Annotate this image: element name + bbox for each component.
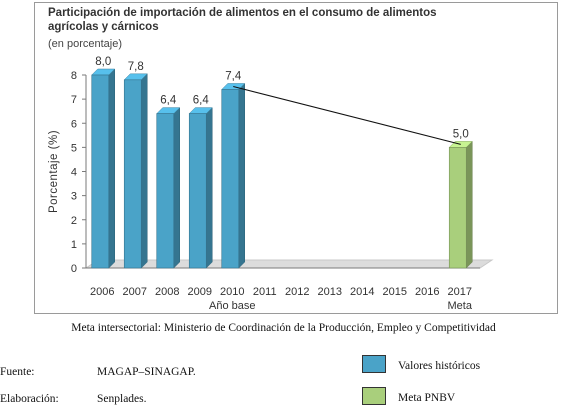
bar-side: [206, 106, 213, 269]
y-tick-label: 4: [71, 167, 77, 179]
bar: [221, 89, 240, 269]
x-tick-label: 2010: [220, 286, 244, 298]
intersectoral-note: Meta intersectorial: Ministerio de Coord…: [71, 322, 496, 334]
bar: [123, 79, 142, 269]
x-tick-label: 2009: [188, 286, 212, 298]
y-tick-label: 1: [71, 239, 77, 251]
x-tick-label: 2014: [350, 286, 374, 298]
x-tick-sublabel: Año base: [209, 300, 255, 312]
x-tick-sublabel: Meta: [448, 300, 473, 312]
y-tick-label: 2: [71, 215, 77, 227]
bar: [156, 113, 175, 269]
y-tick-label: 3: [71, 191, 77, 203]
legend-label-historic: Valores históricos: [398, 360, 481, 372]
chart-title: Participación de importación de alimento…: [48, 7, 437, 33]
trend-line: [233, 85, 461, 145]
elaboration-label: Elaboración:: [0, 393, 59, 405]
legend-swatch-meta: [362, 387, 386, 405]
y-tick-label: 7: [71, 94, 77, 106]
legend-label-meta: Meta PNBV: [398, 392, 456, 404]
x-tick-label: 2006: [90, 286, 114, 298]
y-tick-label: 5: [71, 142, 77, 154]
data-label: 5,0: [453, 128, 469, 140]
x-tick-label: 2008: [155, 286, 179, 298]
source-label: Fuente:: [0, 366, 35, 378]
bar-side: [173, 106, 180, 269]
x-tick-label: 2017: [448, 286, 472, 298]
elaboration-value: Senplades.: [97, 393, 147, 405]
data-label: 6,4: [193, 95, 210, 107]
data-label: 7,4: [225, 70, 242, 82]
x-tick-label: 2015: [383, 286, 407, 298]
bar-side: [108, 68, 115, 269]
y-tick-label: 8: [71, 70, 77, 82]
bar: [448, 147, 467, 269]
x-tick-label: 2016: [415, 286, 439, 298]
x-tick-label: 2013: [318, 286, 342, 298]
chart-subtitle: (en porcentaje): [48, 38, 122, 50]
y-axis-label: Porcentaje (%): [48, 130, 60, 213]
data-label: 8,0: [95, 56, 111, 68]
data-label: 7,8: [128, 61, 144, 73]
source-value: MAGAP–SINAGAP.: [97, 366, 196, 378]
bar-side: [466, 140, 473, 269]
bar: [91, 74, 110, 269]
chart: 0 1 2 3 4 5 6 7 8 Porcentaje (%) 2006 8,0 2007 7,8 200…: [48, 56, 494, 312]
data-label: 6,4: [160, 95, 177, 107]
bar-side: [238, 82, 245, 269]
legend-swatch-historic: [362, 355, 386, 373]
x-tick-label: 2011: [253, 286, 277, 298]
bar-side: [141, 73, 148, 269]
x-tick-label: 2007: [123, 286, 147, 298]
x-tick-label: 2012: [285, 286, 309, 298]
y-tick-label: 6: [71, 118, 77, 130]
y-tick-label: 0: [71, 263, 77, 275]
bar: [188, 113, 207, 269]
